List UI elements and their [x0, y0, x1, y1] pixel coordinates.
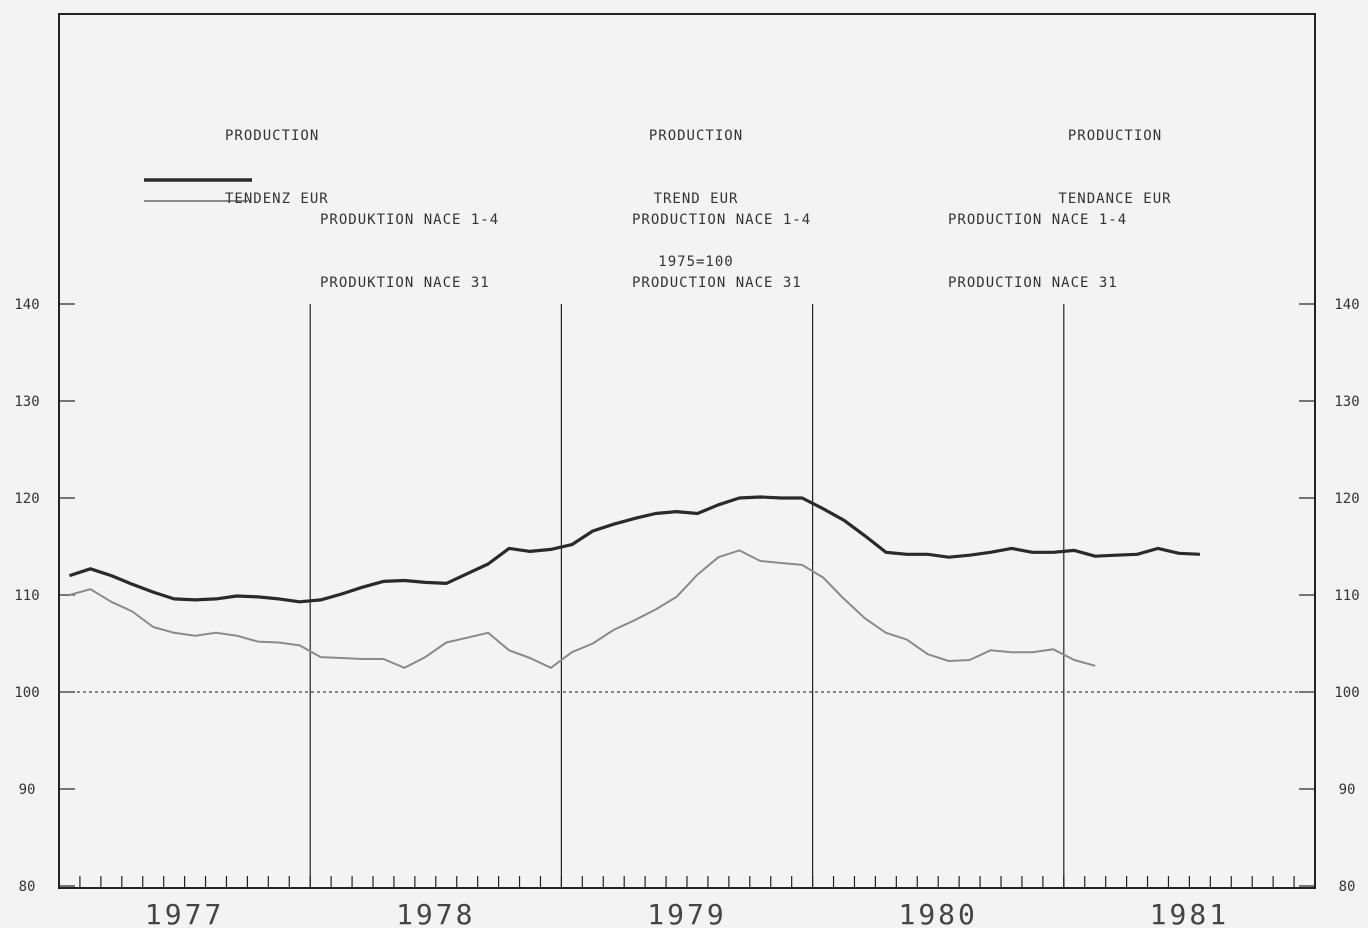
- x-year-label: 1980: [898, 898, 977, 928]
- y-tick-label-right: 130: [1334, 394, 1359, 410]
- series-line-nace-1-4: [69, 495, 1200, 604]
- y-axis-left: 80 90 100 110 120 130 140: [14, 297, 75, 895]
- legend-de-series2: PRODUKTION NACE 31: [320, 275, 490, 291]
- heading-it: PRODUCTION TREND EUR 1975=100: [636, 84, 756, 294]
- x-year-label: 1978: [396, 898, 475, 928]
- legend-fr-series1: PRODUCTION NACE 1-4: [948, 212, 1128, 228]
- legend-de: PRODUKTION NACE 1-4 PRODUKTION NACE 31: [320, 168, 499, 315]
- y-tick-label-left: 110: [14, 588, 39, 604]
- y-tick-label-right: 120: [1334, 491, 1359, 507]
- series-line-nace-31: [69, 549, 1096, 669]
- y-tick-label-left: 100: [14, 685, 39, 701]
- y-tick-label-left: 80: [19, 879, 36, 895]
- heading-fr: PRODUCTION TENDANCE EUR: [1050, 84, 1180, 231]
- x-year-label: 1977: [145, 898, 224, 928]
- legend-fr-series2: PRODUCTION NACE 31: [948, 275, 1118, 291]
- year-dividers: [309, 304, 1065, 888]
- heading-de-line1: PRODUCTION: [225, 128, 320, 144]
- y-tick-label-right: 100: [1334, 685, 1359, 701]
- heading-it-line2: TREND EUR: [653, 191, 739, 207]
- y-tick-label-left: 140: [14, 297, 39, 313]
- x-year-label: 1979: [647, 898, 726, 928]
- y-tick-label-right: 140: [1334, 297, 1359, 313]
- y-tick-label-left: 120: [14, 491, 39, 507]
- legend-it-series2: PRODUCTION NACE 31: [632, 275, 802, 291]
- legend-it-series1: PRODUCTION NACE 1-4: [632, 212, 812, 228]
- y-tick-label-left: 130: [14, 394, 39, 410]
- legend-fr: PRODUCTION NACE 1-4 PRODUCTION NACE 31: [948, 168, 1127, 315]
- y-axis-right: 80 90 100 110 120 130 140: [1299, 297, 1360, 895]
- heading-fr-line1: PRODUCTION: [1067, 128, 1163, 144]
- x-year-label: 1981: [1150, 898, 1229, 928]
- x-axis: 1977 1978 1979 1980 1981: [79, 876, 1295, 928]
- heading-fr-line2: TENDANCE EUR: [1058, 191, 1172, 207]
- legend-it: PRODUCTION NACE 1-4 PRODUCTION NACE 31: [632, 168, 811, 315]
- legend-de-series1: PRODUKTION NACE 1-4: [320, 212, 500, 228]
- y-tick-label-right: 110: [1334, 588, 1359, 604]
- y-tick-label-left: 90: [19, 782, 36, 798]
- heading-it-line1: PRODUCTION: [648, 128, 744, 144]
- heading-it-line3: 1975=100: [658, 254, 734, 270]
- heading-de: PRODUCTION TENDENZ EUR: [225, 84, 329, 231]
- series-layer: [69, 495, 1200, 669]
- y-tick-label-right: 80: [1339, 879, 1356, 895]
- heading-de-line2: TENDENZ EUR: [225, 191, 329, 207]
- y-tick-label-right: 90: [1339, 782, 1356, 798]
